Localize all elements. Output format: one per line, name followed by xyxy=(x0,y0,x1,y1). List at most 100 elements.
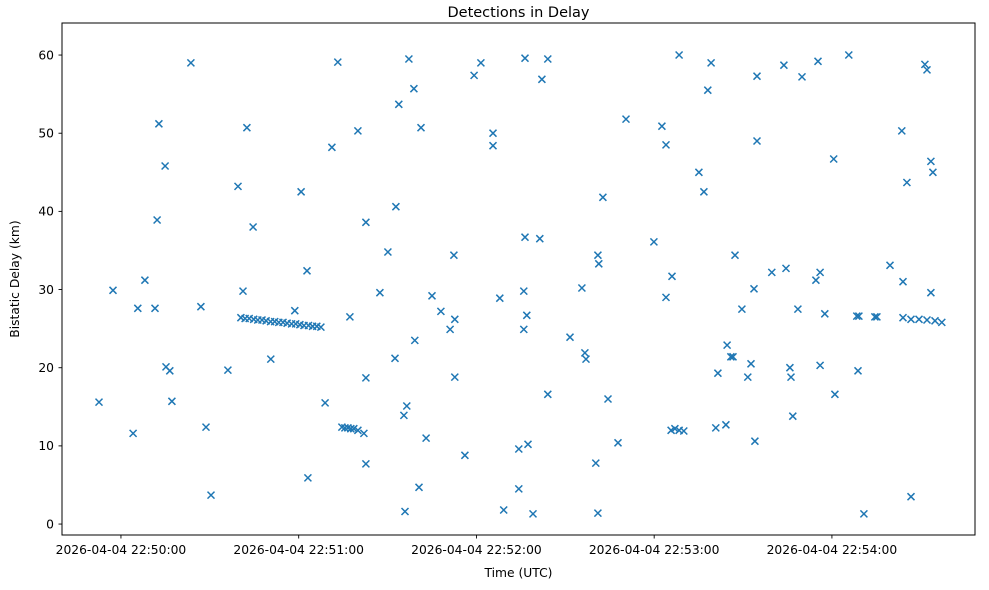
plot-area xyxy=(62,23,975,535)
detection-marker xyxy=(767,268,776,277)
detection-marker xyxy=(436,307,445,316)
detection-marker xyxy=(885,261,895,270)
y-tick-label: 20 xyxy=(38,361,54,375)
detection-marker xyxy=(327,143,336,152)
detection-marker xyxy=(238,287,248,296)
detection-marker xyxy=(361,459,370,468)
detection-marker xyxy=(427,291,437,300)
detection-marker xyxy=(703,86,712,95)
detection-marker xyxy=(153,215,162,225)
detection-marker xyxy=(746,359,756,368)
y-axis-ticks: 0 10 20 30 40 50 60 xyxy=(38,48,62,531)
detection-marker xyxy=(752,72,762,81)
detection-marker xyxy=(514,484,523,493)
detection-marker xyxy=(898,277,908,286)
detection-marker xyxy=(223,366,232,375)
detection-marker xyxy=(140,276,149,285)
detection-marker xyxy=(737,305,746,314)
detection-marker xyxy=(321,398,330,407)
y-axis-label: Bistatic Delay (km) xyxy=(8,220,22,337)
detection-marker xyxy=(793,305,802,314)
detection-marker xyxy=(303,473,312,482)
detection-marker xyxy=(206,491,216,500)
detection-marker xyxy=(353,426,362,435)
detection-marker xyxy=(167,397,176,406)
detection-marker xyxy=(302,266,312,275)
detection-marker xyxy=(593,509,602,518)
detection-marker xyxy=(165,366,174,375)
detection-marker xyxy=(520,233,530,242)
detection-marker xyxy=(476,58,485,67)
detection-marker xyxy=(603,394,613,404)
detection-marker xyxy=(670,424,679,433)
detection-marker xyxy=(394,100,403,109)
detection-marker xyxy=(499,505,508,515)
detection-marker xyxy=(930,316,940,325)
detection-marker xyxy=(859,509,868,518)
detection-marker xyxy=(594,259,603,268)
detection-marker xyxy=(902,178,911,187)
detection-marker xyxy=(233,182,243,191)
y-tick-label: 10 xyxy=(38,439,54,453)
detection-marker xyxy=(460,451,469,460)
detection-marker xyxy=(788,412,797,421)
detection-marker xyxy=(565,333,575,342)
x-tick-label: 2026-04-04 22:54:00 xyxy=(767,543,898,557)
detection-marker xyxy=(667,272,677,281)
detection-marker xyxy=(914,315,924,324)
detection-marker xyxy=(416,123,426,132)
detection-marker xyxy=(621,115,631,124)
detection-marker xyxy=(242,123,251,132)
detection-marker xyxy=(779,61,788,70)
detection-marker xyxy=(926,157,935,166)
detection-marker xyxy=(161,161,170,171)
detection-marker xyxy=(661,293,671,302)
detection-marker xyxy=(657,122,666,131)
y-tick-label: 50 xyxy=(38,127,54,141)
detection-marker xyxy=(514,444,523,454)
detection-marker xyxy=(580,348,589,357)
detection-marker xyxy=(409,84,418,93)
detection-marker xyxy=(577,283,586,293)
detection-marker xyxy=(535,234,544,243)
detection-marker xyxy=(333,58,342,67)
detection-marker xyxy=(844,50,853,60)
detection-marker xyxy=(488,129,498,138)
y-tick-label: 30 xyxy=(38,283,54,297)
detection-marker xyxy=(537,75,546,84)
detection-marker xyxy=(598,193,607,202)
detection-marker xyxy=(922,315,932,325)
detection-marker xyxy=(359,429,368,438)
detection-marker xyxy=(830,390,839,399)
detection-marker xyxy=(926,288,935,297)
detection-marker xyxy=(906,315,916,324)
detection-marker xyxy=(922,65,932,74)
detection-marker xyxy=(820,309,829,318)
detection-marker xyxy=(785,363,794,372)
detection-marker xyxy=(522,311,531,320)
y-tick-label: 60 xyxy=(38,48,54,62)
detection-marker xyxy=(721,420,730,429)
detection-marker xyxy=(449,251,458,260)
detection-marker xyxy=(266,355,275,364)
detection-marker xyxy=(346,424,355,433)
detection-marker xyxy=(290,306,299,315)
detection-marker xyxy=(154,119,163,128)
detection-marker xyxy=(723,341,732,350)
detection-marker xyxy=(694,168,703,177)
detection-marker xyxy=(446,325,455,334)
detection-marker xyxy=(400,507,410,516)
detection-marker xyxy=(897,126,906,135)
detection-marker xyxy=(816,361,825,370)
detection-marker xyxy=(108,286,118,295)
detection-marker xyxy=(593,251,602,260)
x-tick-label: 2026-04-04 22:51:00 xyxy=(233,543,364,557)
detection-marker xyxy=(752,136,762,146)
detection-marker xyxy=(872,312,881,321)
detection-marker xyxy=(297,187,306,196)
detection-marker xyxy=(813,57,823,66)
detection-marker xyxy=(728,352,738,361)
detection-marker xyxy=(186,58,195,67)
detection-marker xyxy=(519,287,528,296)
